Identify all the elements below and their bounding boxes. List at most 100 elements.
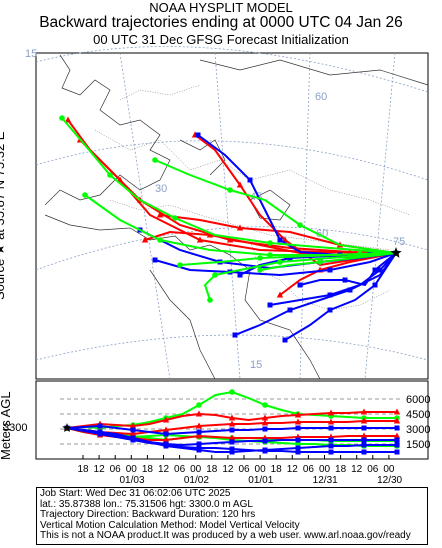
trajectory-blue-9-marker: [267, 302, 273, 308]
height-x-ticks: [82, 455, 390, 459]
x-hour-label: 00: [319, 464, 331, 475]
trajectory-red-2-marker: [206, 231, 214, 238]
trajectory-red-0-marker: [64, 116, 72, 123]
height-trajectory-blue-9-marker: [163, 441, 169, 447]
height-trajectory-green-0-marker: [196, 402, 202, 408]
height-trajectory-red-5-marker: [195, 432, 203, 439]
x-hour-label: 18: [142, 464, 154, 475]
height-trajectory-red-4-marker: [228, 420, 236, 427]
height-y-label: 6000: [406, 394, 430, 406]
height-trajectory-blue-6-marker: [295, 445, 301, 451]
trajectory-blue-9-marker: [327, 292, 333, 298]
height-trajectory-blue-7-marker: [295, 449, 301, 455]
grid-label: 15: [25, 48, 37, 60]
x-hour-label: 18: [335, 464, 347, 475]
trajectory-green-16-marker: [277, 259, 283, 265]
height-trajectory-green-0-marker: [229, 389, 235, 395]
height-trajectory-blue-7-marker: [361, 449, 367, 455]
grid-label: 75: [393, 236, 405, 248]
job-info-box: Job Start: Wed Dec 31 06:02:06 UTC 2025 …: [36, 487, 428, 545]
height-trajectory-lines: [63, 389, 401, 455]
height-trajectory-red-3-marker: [261, 414, 269, 421]
trajectory-red-5-marker: [236, 224, 244, 231]
height-trajectory-blue-7-marker: [262, 448, 268, 454]
trajectory-blue-12-marker: [237, 272, 243, 278]
height-x-hour-labels: 18 12 06 00 18 12 06 00 18 12 06 00 18 12 06 00 18 12 06 00: [77, 464, 394, 475]
trajectory-red-2-marker: [141, 236, 149, 243]
height-y-label: 3000: [406, 424, 430, 436]
trajectory-blue-6-marker: [247, 177, 253, 183]
trajectory-blue-10-marker: [347, 287, 353, 293]
height-y-labels: 6000 4500 3000 1500: [406, 394, 430, 451]
trajectory-blue-8-line: [154, 252, 397, 277]
grid-label: 60: [315, 91, 327, 103]
info-disclaimer: This is not a NOAA product.It was produc…: [40, 530, 411, 542]
trajectory-green-18-marker: [257, 267, 263, 273]
height-trajectory-red-3-marker: [294, 411, 302, 418]
trajectory-green-17-marker: [297, 222, 303, 228]
trajectory-green-15-marker: [267, 252, 273, 258]
trajectory-blue-12-marker: [287, 255, 293, 261]
trajectory-red-1-marker: [346, 248, 354, 255]
info-location: lat.: 35.87388 lon.: 75.31506 hgt: 3300.…: [40, 498, 253, 510]
title-main: Backward trajectories ending at 0000 UTC…: [39, 14, 403, 31]
height-trajectory-blue-9-marker: [229, 439, 235, 445]
trajectory-green-14-marker: [59, 115, 65, 121]
trajectory-red-1-line: [79, 139, 397, 254]
height-trajectory-blue-8-marker: [229, 427, 235, 433]
height-trajectory-red-3-marker: [360, 408, 368, 415]
trajectory-green-14-marker: [267, 240, 273, 246]
title-forecast: 00 UTC 31 Dec GFSG Forecast Initializati…: [93, 32, 349, 47]
x-hour-label: 18: [77, 464, 89, 475]
map-frame: [35, 52, 429, 380]
trajectory-blue-13-marker: [297, 282, 303, 288]
trajectory-green-16-line: [203, 252, 397, 301]
height-trajectory-blue-8-marker: [163, 431, 169, 437]
star-icon: [390, 247, 402, 258]
x-hour-label: 00: [190, 464, 202, 475]
trajectory-blue-11-marker: [372, 282, 378, 288]
height-trajectory-red-4-marker: [261, 419, 269, 426]
height-trajectory-blue-7-marker: [229, 446, 235, 452]
height-trajectory-green-0-marker: [262, 402, 268, 408]
trajectory-blue-10-marker: [232, 332, 238, 338]
x-hour-label: 06: [238, 464, 250, 475]
x-hour-label: 06: [303, 464, 315, 475]
trajectory-blue-6-marker: [277, 237, 283, 243]
height-trajectory-blue-8-marker: [97, 423, 103, 429]
trajectory-blue-11-line: [284, 252, 397, 341]
height-trajectory-red-3-marker: [162, 416, 170, 423]
trajectory-red-3-marker: [236, 181, 244, 188]
x-hour-label: 00: [126, 464, 138, 475]
height-trajectory-blue-7-marker: [328, 449, 334, 455]
height-trajectory-red-4-marker: [162, 426, 170, 433]
trajectory-blue-10-marker: [287, 307, 293, 313]
trajectory-blue-9-line: [269, 252, 397, 306]
trajectory-green-17-line: [154, 159, 397, 254]
x-hour-label: 12: [158, 464, 170, 475]
height-trajectory-red-4-marker: [294, 418, 302, 425]
trajectory-blue-11-marker: [282, 337, 288, 343]
height-y-label: 1500: [406, 439, 430, 451]
height-trajectory-red-4-marker: [360, 417, 368, 424]
borders: [94, 84, 411, 311]
trajectory-green-17-marker: [152, 157, 158, 163]
trajectory-green-14-marker: [107, 172, 113, 178]
trajectory-red-0-line: [67, 119, 397, 254]
height-trajectory-red-3-marker: [129, 422, 137, 429]
height-trajectory-blue-6-marker: [361, 442, 367, 448]
info-direction: Trajectory Direction: Backward Duration:…: [40, 509, 256, 521]
height-trajectory-blue-9-marker: [295, 437, 301, 443]
trajectory-lines: [59, 115, 400, 343]
x-hour-label: 00: [255, 464, 267, 475]
x-hour-label: 18: [206, 464, 218, 475]
trajectory-blue-9-marker: [377, 267, 383, 273]
trajectory-red-5-marker: [156, 211, 164, 218]
trajectory-blue-11-marker: [327, 307, 333, 313]
grid-label: 30: [155, 183, 167, 195]
star-icon: [62, 423, 72, 432]
trajectory-red-4-marker: [276, 291, 284, 298]
info-vertical-method: Vertical Motion Calculation Method: Mode…: [40, 519, 300, 531]
height-trajectory-blue-8-marker: [328, 425, 334, 431]
height-trajectory-blue-8-marker: [130, 427, 136, 433]
